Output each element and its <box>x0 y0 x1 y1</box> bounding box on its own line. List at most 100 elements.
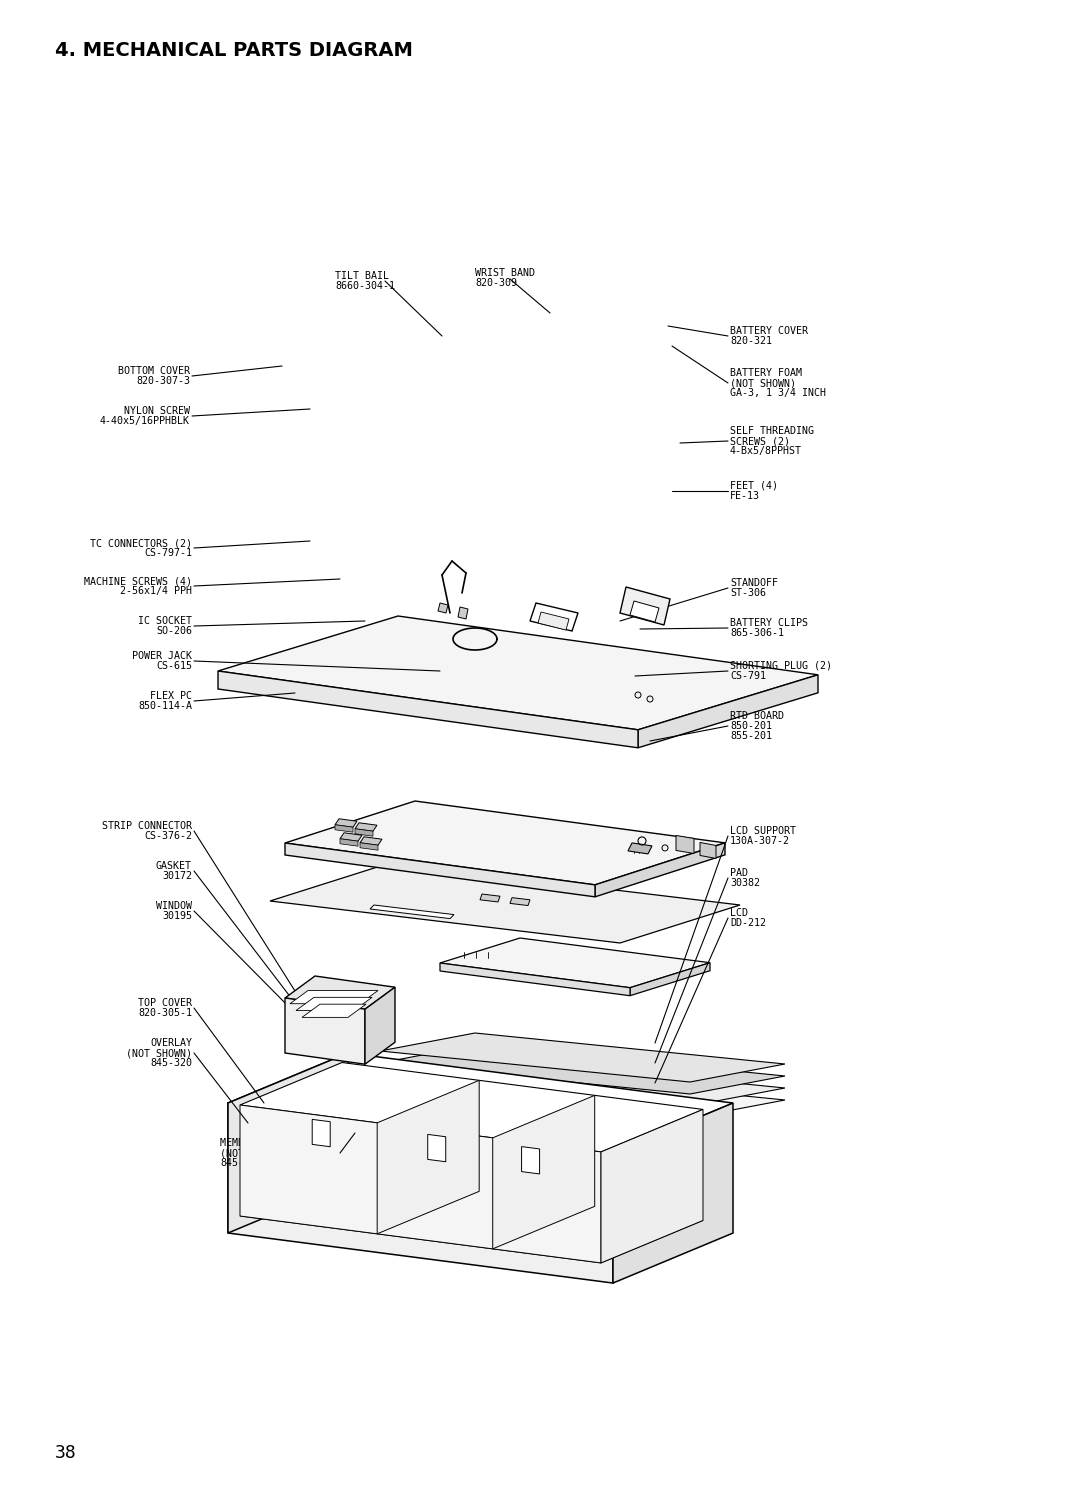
Text: ST-306: ST-306 <box>730 587 766 598</box>
Text: BATTERY CLIPS: BATTERY CLIPS <box>730 617 808 628</box>
Text: 820-305-1: 820-305-1 <box>138 1008 192 1018</box>
Polygon shape <box>428 1135 446 1161</box>
Text: 4. MECHANICAL PARTS DIAGRAM: 4. MECHANICAL PARTS DIAGRAM <box>55 42 413 61</box>
Polygon shape <box>218 671 638 748</box>
Polygon shape <box>377 1081 480 1235</box>
Polygon shape <box>335 825 353 832</box>
Text: 130A-307-2: 130A-307-2 <box>730 836 789 845</box>
Text: 855-201: 855-201 <box>730 731 772 741</box>
Text: CS-615: CS-615 <box>156 661 192 671</box>
Polygon shape <box>613 1103 733 1284</box>
Text: 845-320: 845-320 <box>150 1059 192 1068</box>
Polygon shape <box>620 587 670 625</box>
Text: POWER JACK: POWER JACK <box>132 652 192 661</box>
Text: 38: 38 <box>55 1443 77 1463</box>
Polygon shape <box>538 611 569 631</box>
Polygon shape <box>458 607 468 619</box>
Text: NYLON SCREW: NYLON SCREW <box>124 406 190 416</box>
Text: (NOT SHOWN): (NOT SHOWN) <box>730 379 796 388</box>
Polygon shape <box>285 997 365 1065</box>
Text: SHORTING PLUG (2): SHORTING PLUG (2) <box>730 661 832 671</box>
Text: SCREWS (2): SCREWS (2) <box>730 435 789 446</box>
Polygon shape <box>480 895 500 902</box>
Text: GASKET: GASKET <box>156 860 192 871</box>
Text: SO-206: SO-206 <box>156 626 192 637</box>
Text: 865-306-1: 865-306-1 <box>730 628 784 638</box>
Polygon shape <box>340 833 362 841</box>
Text: BATTERY COVER: BATTERY COVER <box>730 327 808 335</box>
Text: FEET (4): FEET (4) <box>730 482 778 491</box>
Polygon shape <box>218 616 818 729</box>
Text: CS-791: CS-791 <box>730 671 766 681</box>
Text: WINDOW: WINDOW <box>156 901 192 911</box>
Polygon shape <box>291 990 378 1003</box>
Text: CS-376-2: CS-376-2 <box>144 830 192 841</box>
Polygon shape <box>370 905 454 918</box>
Polygon shape <box>510 898 530 905</box>
Text: 30382: 30382 <box>730 878 760 889</box>
Polygon shape <box>440 963 630 996</box>
Polygon shape <box>380 1069 785 1118</box>
Polygon shape <box>285 801 725 884</box>
Text: (NOT SHOWN): (NOT SHOWN) <box>220 1148 286 1159</box>
Text: TILT BAIL: TILT BAIL <box>335 271 389 280</box>
Polygon shape <box>438 602 448 613</box>
Polygon shape <box>240 1063 703 1153</box>
Text: 850-114-A: 850-114-A <box>138 701 192 711</box>
Polygon shape <box>335 819 357 828</box>
Text: CS-797-1: CS-797-1 <box>144 549 192 558</box>
Polygon shape <box>270 863 740 942</box>
Polygon shape <box>627 842 652 854</box>
Polygon shape <box>312 1120 330 1147</box>
Polygon shape <box>360 842 378 850</box>
Text: 8660-304-1: 8660-304-1 <box>335 280 395 291</box>
Text: SELF THREADING: SELF THREADING <box>730 426 814 435</box>
Text: MEMBRANE KEYPAD: MEMBRANE KEYPAD <box>220 1138 310 1148</box>
Polygon shape <box>380 1057 785 1106</box>
Polygon shape <box>595 842 725 898</box>
Polygon shape <box>638 675 818 748</box>
Text: OVERLAY: OVERLAY <box>150 1038 192 1048</box>
Text: 845-322-A: 845-322-A <box>220 1159 274 1167</box>
Text: 2-56x1/4 PPH: 2-56x1/4 PPH <box>120 586 192 596</box>
Polygon shape <box>365 987 395 1065</box>
Polygon shape <box>296 997 372 1011</box>
Text: BOTTOM COVER: BOTTOM COVER <box>118 365 190 376</box>
Polygon shape <box>630 601 659 622</box>
Text: STANDOFF: STANDOFF <box>730 579 778 587</box>
Polygon shape <box>355 829 373 836</box>
Polygon shape <box>285 977 395 1009</box>
Text: MACHINE SCREWS (4): MACHINE SCREWS (4) <box>84 576 192 586</box>
Polygon shape <box>522 1147 540 1173</box>
Text: IC SOCKET: IC SOCKET <box>138 616 192 626</box>
Polygon shape <box>440 938 710 987</box>
Text: 4-40x5/16PPHBLK: 4-40x5/16PPHBLK <box>100 416 190 426</box>
Polygon shape <box>302 1003 366 1017</box>
Text: (NOT SHOWN): (NOT SHOWN) <box>126 1048 192 1059</box>
Text: FE-13: FE-13 <box>730 491 760 501</box>
Text: STRIP CONNECTOR: STRIP CONNECTOR <box>102 822 192 830</box>
Polygon shape <box>530 602 578 631</box>
Text: GA-3, 1 3/4 INCH: GA-3, 1 3/4 INCH <box>730 388 826 398</box>
Polygon shape <box>700 842 716 859</box>
Polygon shape <box>355 823 377 830</box>
Text: LCD SUPPORT: LCD SUPPORT <box>730 826 796 836</box>
Text: LCD: LCD <box>730 908 748 918</box>
Text: 820-309: 820-309 <box>475 277 517 288</box>
Text: FLEX PC: FLEX PC <box>150 690 192 701</box>
Text: PAD: PAD <box>730 868 748 878</box>
Text: BATTERY FOAM: BATTERY FOAM <box>730 368 802 379</box>
Polygon shape <box>240 1173 703 1263</box>
Text: 30172: 30172 <box>162 871 192 881</box>
Text: RTD BOARD: RTD BOARD <box>730 711 784 722</box>
Polygon shape <box>360 836 382 845</box>
Polygon shape <box>228 1053 733 1153</box>
Text: DD-212: DD-212 <box>730 918 766 927</box>
Polygon shape <box>380 1045 785 1094</box>
Polygon shape <box>228 1103 613 1284</box>
Polygon shape <box>492 1096 595 1249</box>
Polygon shape <box>600 1109 703 1263</box>
Text: 4-Bx5/8PPHST: 4-Bx5/8PPHST <box>730 446 802 456</box>
Text: WRIST BAND: WRIST BAND <box>475 268 535 277</box>
Text: 30195: 30195 <box>162 911 192 921</box>
